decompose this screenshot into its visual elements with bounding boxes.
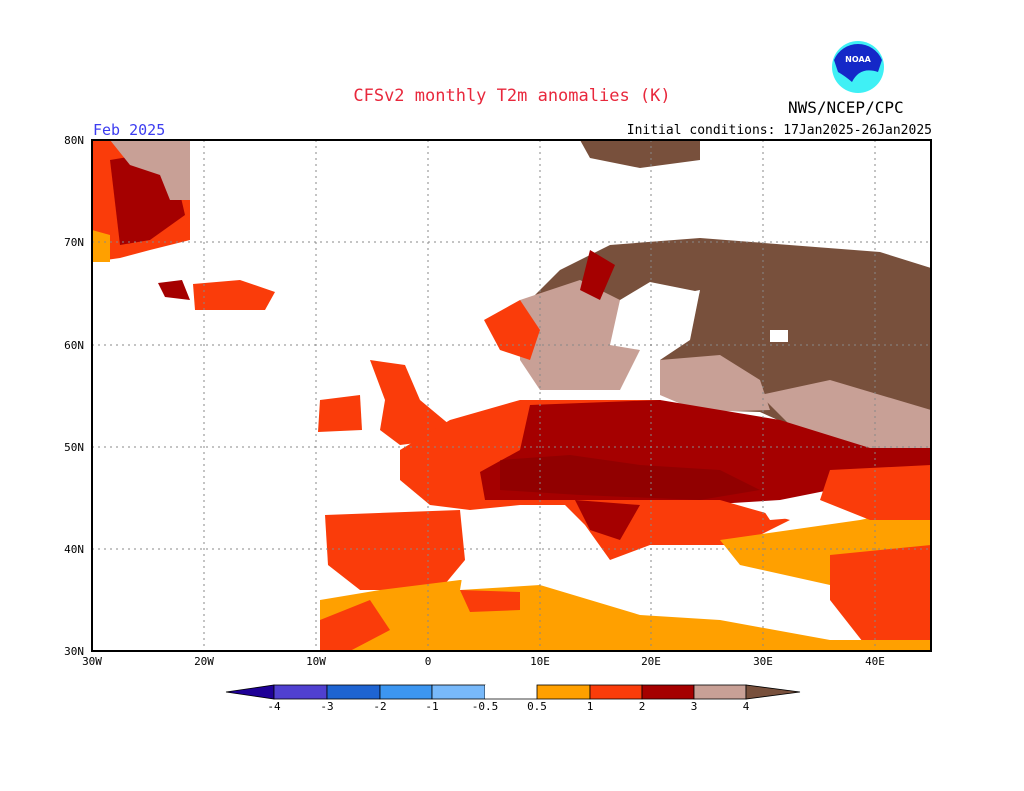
colorbar-label: 0.5 — [527, 700, 547, 713]
map-frame — [91, 139, 932, 652]
colorbar-bin — [485, 685, 537, 699]
colorbar-label: 4 — [742, 700, 750, 713]
colorbar-bin — [431, 684, 486, 700]
colorbar-bin — [589, 684, 643, 700]
svg-text:NOAA: NOAA — [845, 55, 871, 64]
lon-label: 10W — [306, 655, 326, 668]
colorbar-bin — [273, 684, 328, 700]
lat-label: 80N — [64, 134, 84, 147]
lat-label: 40N — [64, 543, 84, 556]
lat-label: 50N — [64, 441, 84, 454]
colorbar-arrow-low — [225, 684, 275, 700]
lat-label: 30N — [64, 645, 84, 658]
anomaly-field — [92, 140, 931, 651]
map-title: CFSv2 monthly T2m anomalies (K) — [353, 86, 671, 106]
colorbar-label: -0.5 — [471, 700, 499, 713]
lat-label: 70N — [64, 236, 84, 249]
colorbar-label: -1 — [425, 700, 439, 713]
lon-label: 30W — [82, 655, 102, 668]
colorbar-bin — [379, 684, 433, 700]
colorbar-bin — [641, 684, 695, 700]
colorbar-label: 2 — [638, 700, 646, 713]
noaa-logo: NOAA — [832, 41, 884, 93]
colorbar-label: -4 — [267, 700, 281, 713]
colorbar-arrow-high — [745, 684, 801, 700]
forecast-period: Feb 2025 — [93, 121, 166, 139]
colorbar-bin — [536, 684, 591, 700]
lon-label: 0 — [424, 655, 432, 668]
colorbar-label: -2 — [373, 700, 387, 713]
agency-label: NWS/NCEP/CPC — [788, 98, 904, 117]
colorbar — [225, 684, 801, 700]
colorbar-bin — [693, 684, 747, 700]
colorbar-label: 1 — [586, 700, 594, 713]
lon-label: 20W — [194, 655, 214, 668]
lon-label: 40E — [865, 655, 885, 668]
colorbar-bin — [326, 684, 381, 700]
lon-label: 30E — [753, 655, 773, 668]
graticule — [92, 140, 931, 651]
colorbar-label: 3 — [690, 700, 698, 713]
lat-label: 60N — [64, 339, 84, 352]
lon-label: 20E — [641, 655, 661, 668]
initial-conditions: Initial conditions: 17Jan2025-26Jan2025 — [626, 123, 932, 138]
lon-label: 10E — [530, 655, 550, 668]
colorbar-label: -3 — [320, 700, 334, 713]
